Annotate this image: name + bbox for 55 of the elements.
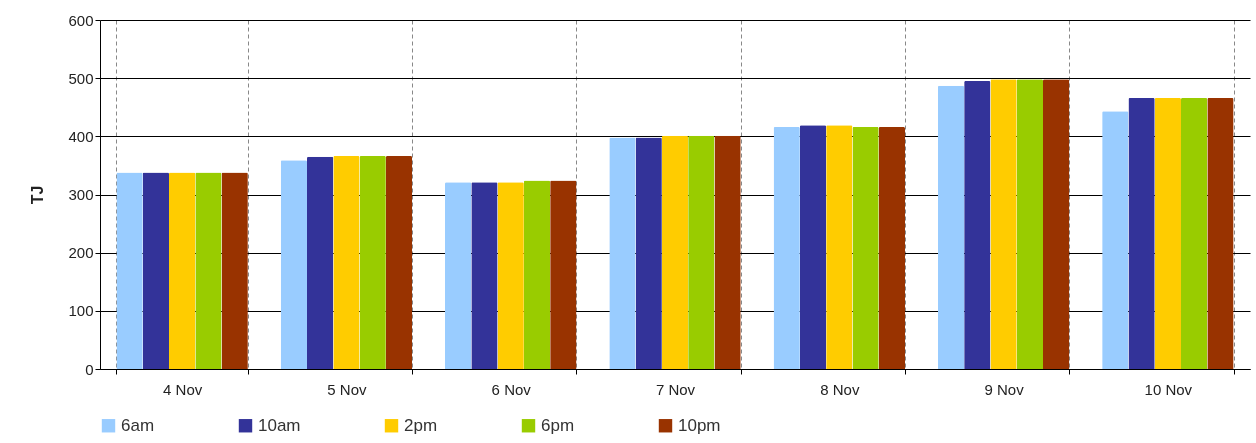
- bar: [852, 127, 879, 369]
- bar: [169, 172, 196, 369]
- x-tick-label: 9 Nov: [984, 380, 1025, 398]
- bar: [359, 156, 386, 369]
- bar: [1207, 97, 1234, 369]
- y-tick-label: 200: [68, 244, 94, 262]
- bar: [990, 79, 1017, 369]
- bar: [523, 180, 551, 369]
- bar: [307, 156, 334, 369]
- x-tick-label: 7 Nov: [655, 380, 696, 398]
- bar: [964, 81, 991, 369]
- bar: [1128, 97, 1155, 369]
- legend-label: 6am: [121, 415, 155, 435]
- bar: [878, 127, 905, 369]
- bar: [661, 135, 689, 369]
- legend-label: 10am: [258, 415, 301, 435]
- y-tick-label: 100: [68, 302, 94, 320]
- x-tick-label: 4 Nov: [163, 380, 203, 398]
- bar: [445, 182, 472, 369]
- bar: [1154, 97, 1181, 369]
- x-tick-label: 10 Nov: [1144, 380, 1193, 398]
- bar: [221, 172, 248, 369]
- y-tick-label: 500: [68, 69, 94, 87]
- y-tick-label: 600: [68, 11, 94, 29]
- bar: [385, 156, 413, 369]
- bar: [333, 156, 360, 369]
- bar: [773, 127, 800, 369]
- bar: [497, 182, 524, 369]
- x-tick-label: 6 Nov: [491, 380, 532, 398]
- legend-label: 10pm: [678, 415, 721, 435]
- bar: [550, 180, 577, 369]
- bar: [1043, 79, 1070, 369]
- bar: [1102, 111, 1129, 369]
- bar: [937, 85, 965, 369]
- bar: [471, 182, 498, 369]
- bar: [142, 172, 169, 369]
- x-tick-label: 5 Nov: [327, 380, 368, 398]
- bar: [688, 135, 715, 369]
- bar: [280, 160, 307, 369]
- bar: [1181, 97, 1208, 369]
- y-tick-label: 300: [68, 186, 94, 203]
- legend-label: 2pm: [404, 415, 438, 435]
- legend-label: 6pm: [541, 415, 575, 435]
- bar: [799, 125, 827, 369]
- bar: [195, 172, 222, 369]
- y-tick-label: 400: [68, 127, 94, 145]
- bar: [116, 172, 143, 369]
- y-tick-label: 0: [85, 360, 94, 378]
- bar: [826, 125, 853, 369]
- bar: [609, 137, 636, 369]
- bar: [635, 137, 662, 369]
- y-axis-title: TJ: [29, 185, 47, 205]
- bar: [714, 135, 741, 369]
- bar: [1016, 79, 1043, 369]
- x-tick-label: 8 Nov: [820, 380, 860, 398]
